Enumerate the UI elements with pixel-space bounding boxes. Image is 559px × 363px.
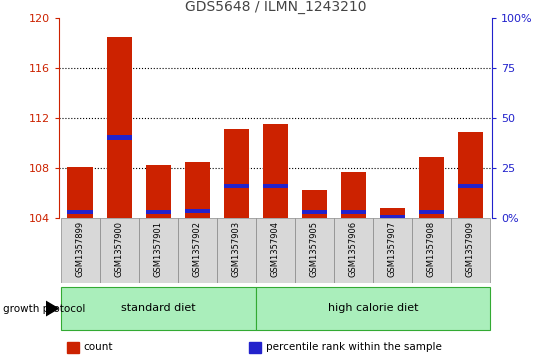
Bar — [60, 218, 100, 283]
Bar — [263, 184, 288, 188]
Text: GSM1357901: GSM1357901 — [154, 221, 163, 277]
Bar — [145, 166, 171, 218]
Bar — [100, 218, 139, 283]
Text: GSM1357908: GSM1357908 — [427, 221, 436, 277]
Bar — [373, 218, 412, 283]
Bar — [340, 172, 366, 218]
Bar — [60, 287, 256, 330]
Text: GSM1357900: GSM1357900 — [115, 221, 124, 277]
Text: growth protocol: growth protocol — [3, 304, 85, 314]
Bar — [107, 135, 132, 140]
Bar — [458, 184, 483, 188]
Text: GSM1357903: GSM1357903 — [232, 221, 241, 277]
Text: standard diet: standard diet — [121, 302, 196, 313]
Bar — [256, 218, 295, 283]
Bar — [217, 218, 256, 283]
Bar — [256, 287, 490, 330]
Text: GSM1357899: GSM1357899 — [75, 221, 84, 277]
Text: GSM1357902: GSM1357902 — [193, 221, 202, 277]
Bar — [184, 162, 210, 218]
Bar — [302, 210, 327, 214]
Text: count: count — [84, 342, 113, 352]
Text: GSM1357904: GSM1357904 — [271, 221, 280, 277]
Bar — [224, 129, 249, 218]
Bar — [67, 342, 79, 353]
Bar — [184, 209, 210, 213]
Bar — [419, 210, 444, 214]
Title: GDS5648 / ILMN_1243210: GDS5648 / ILMN_1243210 — [184, 0, 366, 15]
Bar — [249, 342, 262, 353]
Text: GSM1357909: GSM1357909 — [466, 221, 475, 277]
Bar — [107, 37, 132, 218]
Bar — [412, 218, 451, 283]
Bar — [295, 218, 334, 283]
Bar — [451, 218, 490, 283]
Text: GSM1357907: GSM1357907 — [388, 221, 397, 277]
Bar — [302, 190, 327, 218]
Bar — [263, 123, 288, 218]
Text: percentile rank within the sample: percentile rank within the sample — [266, 342, 442, 352]
Bar — [68, 167, 93, 218]
Bar — [178, 218, 217, 283]
Text: GSM1357905: GSM1357905 — [310, 221, 319, 277]
Bar — [380, 208, 405, 218]
Bar — [334, 218, 373, 283]
Polygon shape — [46, 301, 58, 316]
Bar — [139, 218, 178, 283]
Text: high calorie diet: high calorie diet — [328, 302, 418, 313]
Bar — [458, 132, 483, 218]
Bar — [340, 210, 366, 214]
Bar — [145, 210, 171, 214]
Text: GSM1357906: GSM1357906 — [349, 221, 358, 277]
Bar — [380, 215, 405, 219]
Bar — [68, 210, 93, 214]
Bar — [419, 157, 444, 218]
Bar — [224, 184, 249, 188]
